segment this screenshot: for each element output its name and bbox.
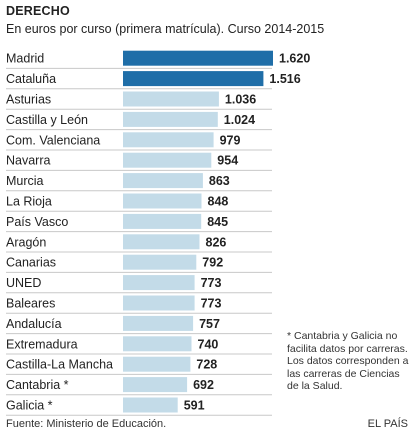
chart-subtitle: En euros por curso (primera matrícula). … xyxy=(6,22,325,36)
bar xyxy=(123,254,197,270)
category-label: Canarias xyxy=(6,256,56,270)
value-label: 1.620 xyxy=(279,52,310,66)
value-label: 728 xyxy=(196,358,217,372)
bar xyxy=(123,91,219,107)
bar xyxy=(123,132,214,148)
value-label: 848 xyxy=(208,195,229,209)
value-label: 773 xyxy=(201,276,222,290)
category-label: Castilla y León xyxy=(6,113,88,127)
value-label: 1.516 xyxy=(269,72,300,86)
category-label: Asturias xyxy=(6,93,51,107)
category-label: Navarra xyxy=(6,154,51,168)
value-label: 954 xyxy=(217,154,238,168)
category-label: Cataluña xyxy=(6,72,56,86)
bar xyxy=(123,173,203,189)
bar xyxy=(123,315,194,331)
value-label: 1.024 xyxy=(224,113,255,127)
bar xyxy=(123,193,202,209)
category-label: Aragón xyxy=(6,235,46,249)
bar xyxy=(123,213,202,229)
category-label: Com. Valenciana xyxy=(6,133,100,147)
value-label: 979 xyxy=(220,133,241,147)
category-label: Castilla-La Mancha xyxy=(6,358,113,372)
value-label: 826 xyxy=(206,235,227,249)
value-label: 591 xyxy=(184,399,205,413)
bar xyxy=(123,336,192,352)
chart-title: DERECHO xyxy=(6,4,70,18)
bar xyxy=(123,71,264,87)
value-label: 845 xyxy=(207,215,228,229)
value-label: 1.036 xyxy=(225,93,256,107)
value-label: 692 xyxy=(193,378,214,392)
category-label: Extremadura xyxy=(6,337,78,351)
category-label: Andalucía xyxy=(6,317,62,331)
credit-text: EL PAÍS xyxy=(367,418,408,430)
value-label: 740 xyxy=(198,337,219,351)
category-label: Baleares xyxy=(6,297,55,311)
source-text: Fuente: Ministerio de Educación. xyxy=(6,418,167,430)
category-label: Murcia xyxy=(6,174,44,188)
category-label: Cantabria * xyxy=(6,378,69,392)
category-label: La Rioja xyxy=(6,195,52,209)
category-label: Galicia * xyxy=(6,399,53,413)
category-label: Madrid xyxy=(6,52,44,66)
bar xyxy=(123,377,188,393)
value-label: 863 xyxy=(209,174,230,188)
bar xyxy=(123,397,178,413)
bar xyxy=(123,356,191,372)
bar xyxy=(123,275,195,291)
value-label: 792 xyxy=(202,256,223,270)
bar xyxy=(123,152,212,168)
footnote: * Cantabria y Galicia no facilita datos … xyxy=(287,330,409,392)
category-label: País Vasco xyxy=(6,215,68,229)
bar xyxy=(123,234,200,250)
value-label: 773 xyxy=(201,297,222,311)
bar xyxy=(123,111,218,127)
bar xyxy=(123,295,195,311)
value-label: 757 xyxy=(199,317,220,331)
category-label: UNED xyxy=(6,276,41,290)
bar xyxy=(123,50,273,66)
